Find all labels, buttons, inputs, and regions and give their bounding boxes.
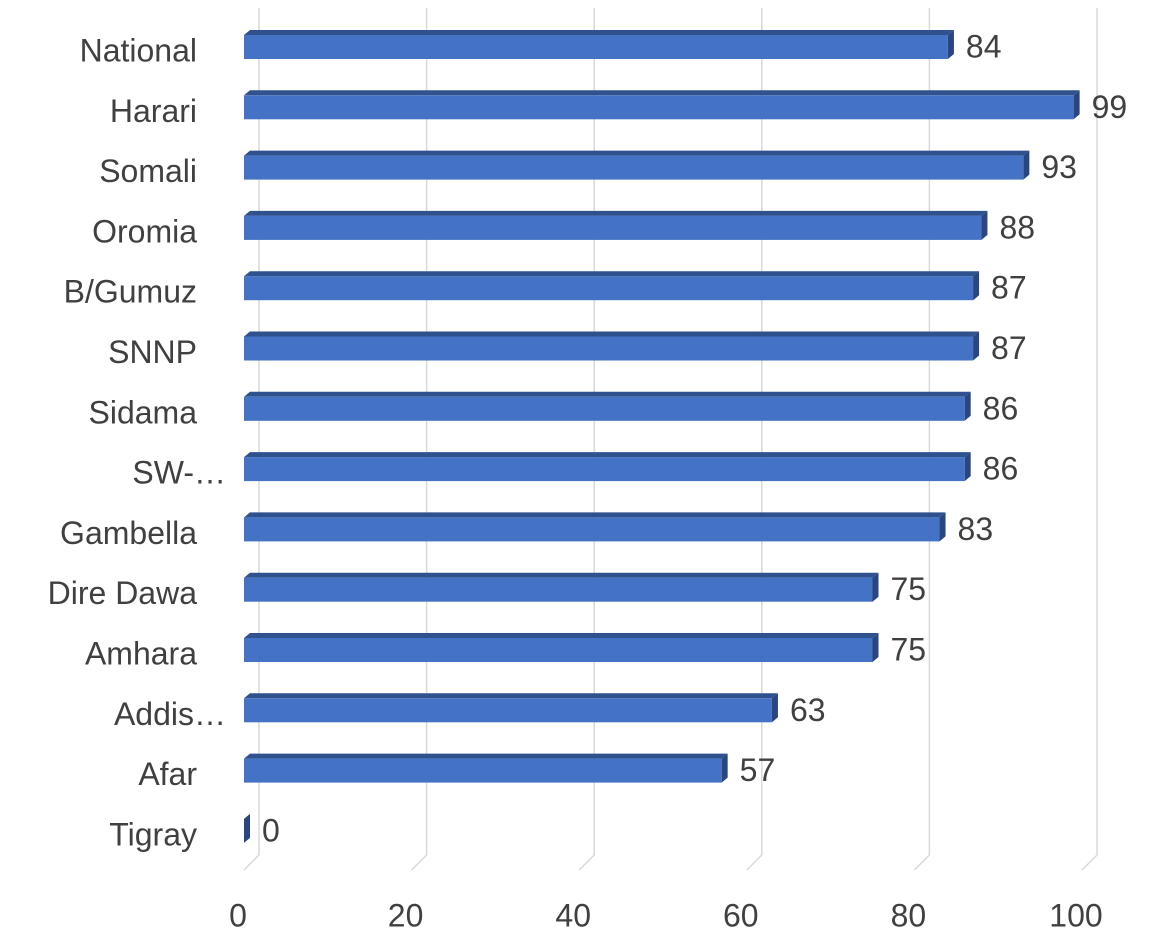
y-tick-label: Tigray (109, 816, 197, 852)
bar-side (947, 30, 954, 59)
bar (244, 813, 250, 843)
x-tick-label: 100 (1049, 897, 1102, 933)
bar-top (244, 693, 778, 699)
bar (244, 331, 980, 361)
grid-line (243, 8, 260, 871)
bar-top (244, 150, 1030, 156)
bar-top (244, 452, 971, 458)
y-tick-label: SNNP (108, 334, 197, 370)
bar-side (721, 753, 728, 783)
bar-front (244, 457, 965, 482)
bar-side (872, 633, 879, 662)
bar-side (973, 271, 980, 301)
bar-top (244, 331, 980, 337)
data-label: 93 (1041, 149, 1077, 185)
y-tick-label: National (80, 32, 197, 68)
data-label: 83 (958, 511, 994, 547)
bar-top (244, 391, 971, 397)
bar-side (981, 210, 988, 240)
x-tick-label: 60 (723, 897, 759, 933)
y-tick-label: Afar (138, 756, 197, 792)
bar-side (939, 512, 946, 542)
grid-line (578, 8, 595, 871)
bar-front (244, 95, 1074, 120)
bar (244, 753, 728, 783)
y-tick-label: Amhara (85, 635, 197, 671)
y-tick-label: SW-… (132, 455, 226, 491)
bar-side (244, 813, 250, 843)
data-label: 57 (740, 752, 776, 788)
bar-top (244, 633, 879, 638)
bar-front (244, 758, 722, 783)
y-tick-label: Harari (110, 93, 197, 129)
data-label: 84 (966, 28, 1002, 64)
bar-top (244, 90, 1080, 96)
bar-side (771, 693, 778, 723)
bar-front (244, 396, 965, 421)
data-label: 87 (991, 330, 1027, 366)
bar (244, 90, 1080, 120)
bar-front (244, 155, 1024, 180)
bar-side (1073, 90, 1080, 120)
bar-front (244, 35, 948, 59)
y-tick-label: Gambella (60, 515, 197, 551)
y-tick-label: B/Gumuz (64, 274, 197, 310)
grid-line (913, 8, 931, 871)
bar (244, 30, 954, 59)
y-tick-label: Dire Dawa (48, 575, 198, 611)
y-tick-label: Oromia (92, 213, 197, 249)
bar (244, 693, 778, 723)
bar-side (1023, 150, 1030, 180)
data-label: 75 (891, 571, 927, 607)
bar-front (244, 517, 940, 542)
bar-front (244, 215, 982, 240)
bar-front (244, 698, 772, 723)
y-tick-label: Sidama (89, 394, 198, 430)
data-label: 86 (983, 451, 1019, 487)
bar (244, 271, 980, 301)
x-tick-label: 80 (891, 897, 927, 933)
bar (244, 150, 1030, 180)
data-label: 86 (983, 390, 1019, 426)
y-tick-label: Somali (99, 153, 197, 189)
grid-line (411, 8, 428, 871)
bar (244, 633, 879, 662)
bar-front (244, 336, 974, 361)
bar-side (964, 391, 971, 421)
bar-front (244, 276, 974, 301)
bar-front (244, 638, 873, 662)
bar-top (244, 572, 879, 578)
y-tick-label: Addis… (114, 696, 226, 732)
bar-side (872, 572, 879, 602)
data-label: 99 (1092, 89, 1128, 125)
bar (244, 512, 946, 542)
bar-side (973, 331, 980, 361)
bar-top (244, 210, 988, 216)
grid-line (1081, 8, 1098, 871)
bar (244, 452, 971, 482)
data-label: 87 (991, 270, 1027, 306)
data-label: 63 (790, 692, 826, 728)
data-label: 88 (999, 209, 1035, 245)
bar-front (244, 577, 873, 602)
grid-line (746, 8, 763, 871)
bar (244, 391, 971, 421)
x-tick-label: 20 (388, 897, 424, 933)
x-tick-label: 0 (229, 897, 247, 933)
x-tick-label: 40 (555, 897, 591, 933)
bar (244, 210, 988, 240)
data-label: 0 (262, 812, 280, 848)
bar (244, 572, 879, 602)
bar-top (244, 512, 946, 518)
bar-top (244, 753, 728, 759)
bar-side (964, 452, 971, 482)
bar-top (244, 271, 980, 277)
bar-top (244, 30, 954, 35)
data-label: 75 (891, 631, 927, 667)
